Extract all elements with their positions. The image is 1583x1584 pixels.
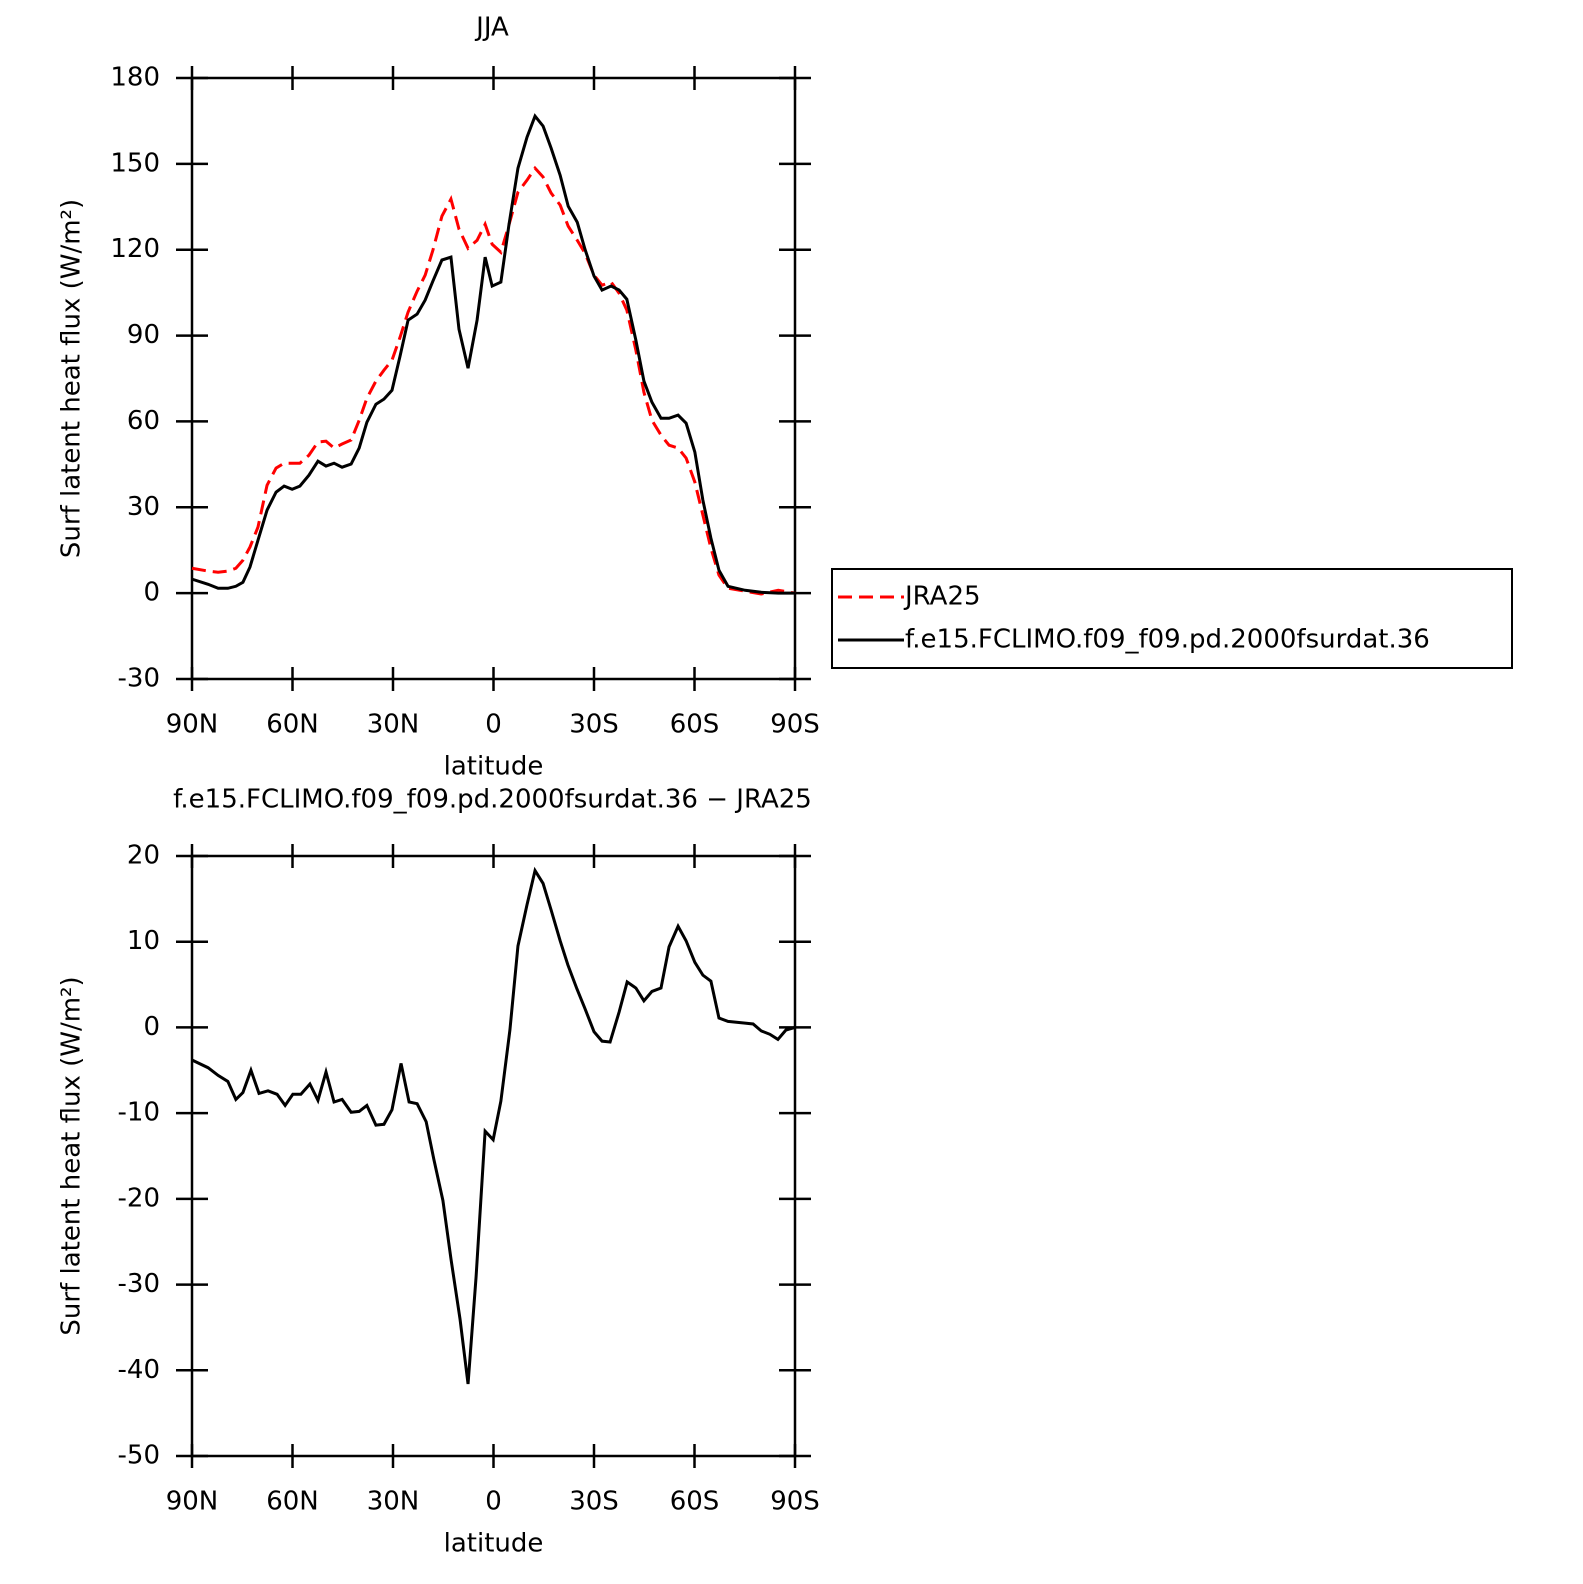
y-tick-label: 20 [127,841,160,871]
x-tick-label: 90S [770,710,820,740]
x-tick-label: 60S [670,710,720,740]
chart-title: JJA [474,13,509,43]
y-axis-label: Surf latent heat flux (W/m²) [57,976,87,1335]
x-tick-label: 60N [266,1487,319,1517]
y-tick-label: -20 [118,1183,160,1213]
x-tick-label: 30N [367,710,420,740]
y-tick-label: 0 [143,578,160,608]
legend-box [831,568,1513,669]
y-tick-label: 120 [110,234,160,264]
x-tick-label: 60N [266,710,319,740]
x-tick-label: 30S [569,710,619,740]
y-tick-label: 150 [110,148,160,178]
data-line [191,165,796,596]
y-tick-label: 180 [110,63,160,93]
y-tick-label: -40 [118,1355,160,1385]
plot-frame [190,854,797,1458]
x-tick-label: 30S [569,1487,619,1517]
plot-frame [190,76,797,681]
x-axis-label: latitude [444,752,544,782]
y-tick-label: 30 [127,492,160,522]
y-axis-label: Surf latent heat flux (W/m²) [57,199,87,558]
x-tick-label: 30N [367,1487,420,1517]
x-tick-label: 60S [670,1487,720,1517]
y-tick-label: -30 [118,1269,160,1299]
x-tick-label: 90N [166,710,219,740]
data-line [191,866,796,1385]
legend-label: f.e15.FCLIMO.f09_f09.pd.2000fsurdat.36 [905,625,1430,655]
data-line [191,113,795,595]
y-tick-label: 10 [127,926,160,956]
x-tick-label: 0 [485,710,502,740]
x-axis-label: latitude [444,1529,544,1559]
x-tick-label: 90N [166,1487,219,1517]
y-tick-label: -30 [118,664,160,694]
y-tick-label: -50 [118,1441,160,1471]
y-tick-label: 0 [143,1012,160,1042]
x-tick-label: 90S [770,1487,820,1517]
y-tick-label: -10 [118,1098,160,1128]
y-tick-label: 90 [127,320,160,350]
y-tick-label: 60 [127,406,160,436]
x-tick-label: 0 [485,1487,502,1517]
chart-title: f.e15.FCLIMO.f09_f09.pd.2000fsurdat.36 −… [173,785,812,815]
legend-label: JRA25 [903,582,981,612]
